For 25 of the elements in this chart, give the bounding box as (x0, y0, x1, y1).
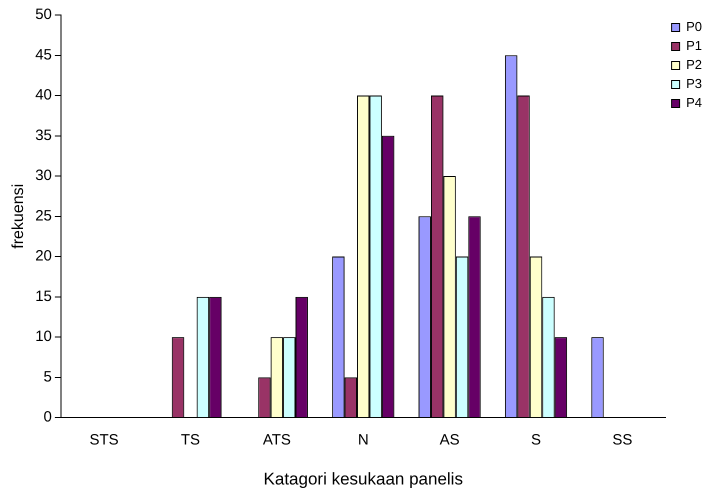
y-tick-label: 20 (35, 248, 52, 265)
y-tick-label: 5 (44, 368, 52, 386)
y-tick-label: 40 (35, 86, 52, 104)
legend-label: P0 (686, 19, 702, 34)
y-tick-label: 50 (35, 6, 52, 24)
legend-label: P1 (686, 38, 702, 54)
y-tick-label: 10 (35, 328, 52, 346)
y-tick-label: 0 (44, 408, 52, 426)
y-tick-label: 35 (35, 126, 52, 144)
y-axis-title: frekuensi (10, 184, 28, 249)
x-tick-label: S (531, 432, 542, 449)
y-tick-label: 25 (35, 207, 52, 224)
x-tick-label: ATS (262, 432, 291, 449)
x-tick-label: AS (440, 432, 460, 449)
x-tick-label: N (358, 432, 369, 449)
x-tick-label: SS (612, 432, 632, 449)
x-tick-label: TS (180, 432, 200, 449)
x-tick-label: STS (89, 432, 119, 449)
legend-label: P3 (686, 76, 702, 92)
y-tick-label: 45 (35, 46, 52, 64)
y-tick-label: 15 (35, 288, 52, 305)
y-tick-label: 30 (35, 167, 52, 184)
x-axis-title: Katagori kesukaan panelis (264, 469, 463, 488)
legend-label: P2 (686, 57, 702, 72)
legend-label: P4 (686, 95, 702, 110)
